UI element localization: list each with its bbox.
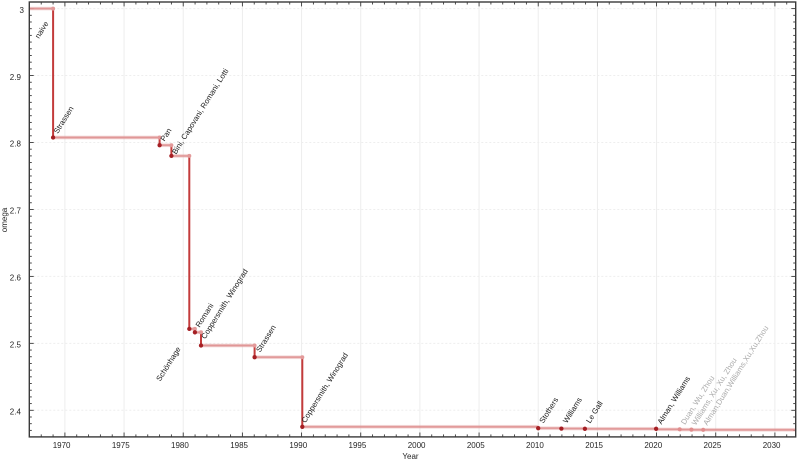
svg-text:2010: 2010	[526, 441, 544, 450]
svg-text:1990: 1990	[289, 441, 307, 450]
svg-text:2.9: 2.9	[10, 73, 22, 82]
svg-text:2000: 2000	[408, 441, 426, 450]
svg-text:1985: 1985	[230, 441, 248, 450]
svg-text:2.8: 2.8	[10, 140, 22, 149]
svg-text:2025: 2025	[704, 441, 722, 450]
svg-text:2.4: 2.4	[10, 408, 22, 417]
svg-text:2015: 2015	[585, 441, 603, 450]
svg-text:2005: 2005	[467, 441, 485, 450]
svg-text:1980: 1980	[171, 441, 189, 450]
svg-text:1970: 1970	[53, 441, 71, 450]
svg-text:2.6: 2.6	[10, 274, 22, 283]
svg-text:1995: 1995	[349, 441, 367, 450]
svg-text:2020: 2020	[644, 441, 662, 450]
svg-text:Year: Year	[402, 452, 419, 460]
svg-text:3: 3	[20, 6, 25, 15]
svg-text:omega: omega	[0, 207, 9, 232]
svg-text:2.5: 2.5	[10, 341, 22, 350]
svg-text:1975: 1975	[112, 441, 130, 450]
svg-text:2.7: 2.7	[10, 207, 22, 216]
svg-text:2030: 2030	[763, 441, 781, 450]
